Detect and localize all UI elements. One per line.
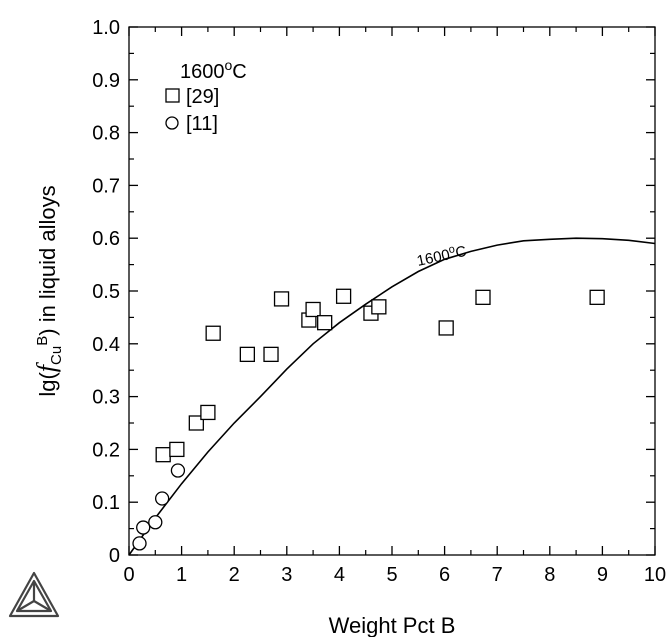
point-square	[263, 346, 279, 363]
legend-title-value: 1600	[180, 61, 225, 83]
point-square	[305, 301, 321, 318]
x-tick-label: 5	[386, 564, 397, 586]
point-square	[317, 315, 333, 331]
point-square	[589, 289, 605, 305]
point-circle	[154, 491, 170, 506]
point-circle	[148, 515, 163, 530]
point-square	[371, 299, 387, 315]
x-tick-label: 0	[123, 564, 134, 586]
point-square	[239, 346, 256, 363]
curve-label-degree: o	[448, 243, 456, 256]
x-tick-label: 4	[334, 564, 345, 586]
y-tick-label: 0.5	[92, 281, 120, 303]
legend-title: 1600oC	[180, 57, 247, 83]
x-tick-label: 8	[544, 564, 555, 586]
point-square	[169, 441, 185, 458]
x-tick-label: 6	[439, 564, 450, 586]
legend-title-unit: C	[232, 61, 246, 83]
point-circle	[132, 536, 147, 551]
data-points	[132, 288, 605, 551]
y-axis-title-suffix: ) in liquid alloys	[35, 185, 60, 335]
point-square	[188, 415, 204, 431]
curve-label-value: 1600	[415, 246, 451, 270]
y-tick-label: 0.2	[92, 439, 120, 461]
legend-label-29: [29]	[186, 86, 219, 108]
y-tick-label: 0.1	[92, 492, 120, 514]
curve-label-unit: C	[454, 243, 468, 262]
point-circle	[136, 520, 151, 535]
legend-square-marker	[165, 88, 180, 103]
x-tick-label: 1	[176, 564, 187, 586]
y-tick-label: 0	[109, 545, 120, 567]
y-tick-label: 0.6	[92, 228, 120, 250]
y-tick-label: 0.9	[92, 70, 120, 92]
curve-label: 1600oC	[415, 241, 468, 270]
legend-circle-marker	[165, 116, 179, 130]
y-axis-title-symbol: f	[32, 361, 61, 372]
point-circle	[170, 463, 186, 478]
y-axis-title-prefix: lg(	[35, 372, 60, 397]
point-square	[200, 404, 216, 421]
x-tick-label: 9	[597, 564, 608, 586]
calculated-curve	[128, 237, 656, 556]
y-axis-title: lg(fCuB) in liquid alloys	[32, 185, 65, 396]
x-tick-label: 3	[281, 564, 292, 586]
x-axis-title: Weight Pct B	[329, 613, 456, 637]
y-axis-title-subscript: Cu	[48, 346, 65, 365]
y-tick-label: 0.7	[92, 175, 120, 197]
thermocalc-logo	[8, 571, 60, 618]
legend-label-11: [11]	[186, 113, 218, 135]
y-tick-label: 0.3	[92, 387, 120, 409]
axis-ticks	[128, 26, 656, 556]
curve-1600C	[128, 237, 656, 556]
point-square	[205, 325, 221, 341]
x-tick-label: 2	[229, 564, 240, 586]
x-tick-label: 10	[644, 564, 666, 586]
point-square	[155, 447, 171, 463]
point-square	[438, 320, 454, 336]
y-tick-label: 1.0	[92, 17, 120, 39]
point-square	[273, 291, 290, 307]
y-tick-label: 0.4	[92, 334, 120, 356]
x-tick-label: 7	[492, 564, 503, 586]
legend: 1600oC [29] [11]	[165, 57, 247, 135]
y-tick-label: 0.8	[92, 123, 120, 145]
point-square	[475, 289, 491, 305]
point-square	[335, 288, 352, 304]
tick-labels: 0 1 2 3 4 5 6 7 8 9 10 0 0.1 0.2 0.3 0.4 0.5 0.6 0.7 0.8 0.9…	[92, 17, 666, 586]
legend-title-degree: o	[225, 57, 233, 73]
y-axis-title-superscript: B	[34, 336, 51, 346]
